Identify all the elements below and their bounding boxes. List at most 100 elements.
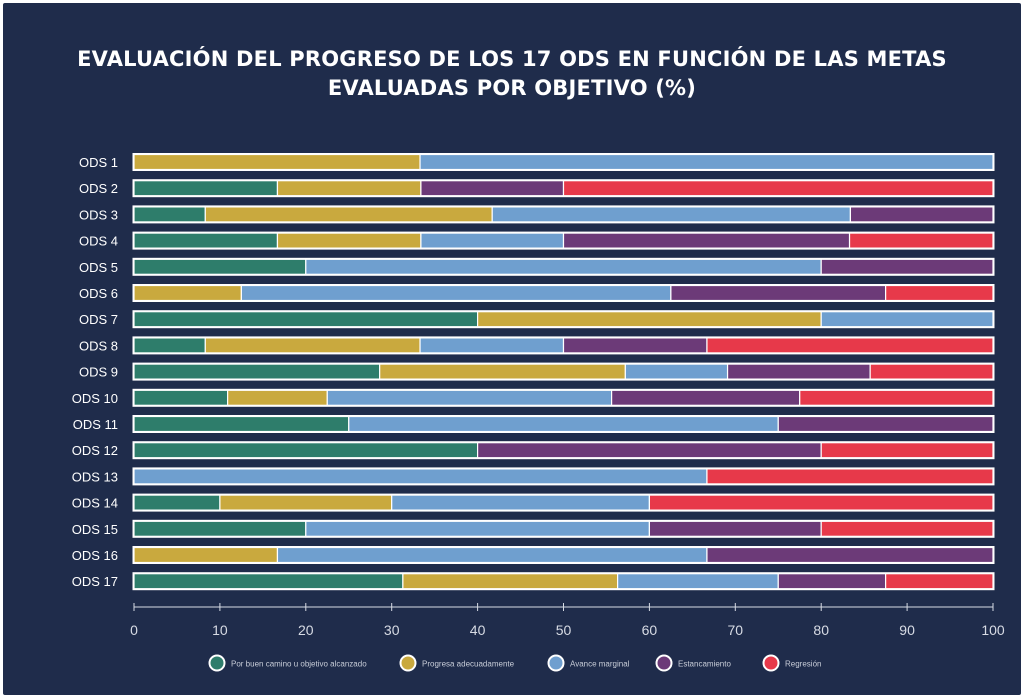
bar-segment-ods-2-s2 xyxy=(276,180,422,197)
y-tick-label: ODS 13 xyxy=(72,469,118,484)
x-tick-label: 20 xyxy=(298,622,314,638)
bar-segment-ods-12-s1 xyxy=(133,442,479,459)
y-tick-label: ODS 17 xyxy=(72,574,118,589)
bar-segment-ods-8-s1 xyxy=(133,337,206,354)
bar-segment-ods-15-s3 xyxy=(305,520,650,537)
y-tick-label: ODS 12 xyxy=(72,443,118,458)
bar-segment-ods-13-s3 xyxy=(133,468,708,485)
y-tick-label: ODS 3 xyxy=(79,207,118,222)
bar-segment-ods-12-s4 xyxy=(477,442,822,459)
bar-segment-ods-3-s4 xyxy=(849,206,994,223)
x-tick-label: 90 xyxy=(899,622,915,638)
y-tick-label: ODS 14 xyxy=(72,496,118,511)
x-tick-label: 100 xyxy=(981,622,1005,638)
chart-panel: EVALUACIÓN DEL PROGRESO DE LOS 17 ODS EN… xyxy=(3,3,1021,695)
bar-segment-ods-4-s2 xyxy=(276,232,422,249)
x-tick-label: 30 xyxy=(384,622,400,638)
bar-segment-ods-7-s2 xyxy=(477,311,822,328)
legend-swatch xyxy=(399,654,417,672)
legend-label: Regresión xyxy=(785,660,821,669)
legend-swatch xyxy=(208,654,226,672)
y-tick-label: ODS 5 xyxy=(79,260,118,275)
bar-segment-ods-17-s4 xyxy=(777,573,887,590)
bar-segment-ods-9-s3 xyxy=(624,363,729,380)
bar-segment-ods-11-s4 xyxy=(777,415,994,433)
bar-segment-ods-9-s4 xyxy=(726,363,871,380)
bar-segment-ods-6-s3 xyxy=(240,284,672,302)
bar-segment-ods-15-s4 xyxy=(648,520,822,537)
bar-segment-ods-17-s5 xyxy=(885,573,994,590)
bar-segment-ods-7-s1 xyxy=(133,311,479,328)
bar-segment-ods-2-s5 xyxy=(562,180,994,197)
legend-label: Progresa adecuadamente xyxy=(422,660,515,669)
bar-segment-ods-9-s5 xyxy=(869,363,994,380)
bar-segment-ods-11-s3 xyxy=(348,415,779,433)
x-tick-label: 60 xyxy=(642,622,658,638)
x-tick-label: 40 xyxy=(470,622,486,638)
bar-segment-ods-2-s4 xyxy=(420,180,565,197)
bar-segment-ods-17-s3 xyxy=(617,573,779,590)
y-tick-label: ODS 16 xyxy=(72,548,118,563)
bar-segment-ods-16-s3 xyxy=(276,546,708,564)
bar-segment-ods-9-s2 xyxy=(379,363,626,380)
bar-segment-ods-3-s3 xyxy=(491,206,852,223)
bar-segment-ods-17-s1 xyxy=(133,573,404,590)
legend-swatch xyxy=(655,654,673,672)
bar-segment-ods-8-s5 xyxy=(706,337,994,354)
y-tick-label: ODS 2 xyxy=(79,181,118,196)
x-tick-label: 50 xyxy=(556,622,572,638)
bar-segment-ods-10-s4 xyxy=(611,389,801,406)
bar-segment-ods-6-s5 xyxy=(885,284,994,302)
y-tick-label: ODS 6 xyxy=(79,286,118,301)
bar-segment-ods-6-s2 xyxy=(133,284,242,302)
bar-segment-ods-10-s5 xyxy=(799,389,994,406)
chart-title: EVALUACIÓN DEL PROGRESO DE LOS 17 ODS EN… xyxy=(3,45,1021,103)
y-tick-label: ODS 4 xyxy=(79,234,118,249)
bar-segment-ods-5-s4 xyxy=(820,258,994,275)
bar-segment-ods-16-s4 xyxy=(706,546,994,564)
bar-segment-ods-8-s3 xyxy=(419,337,565,354)
bar-segment-ods-14-s5 xyxy=(648,494,994,511)
y-tick-label: ODS 7 xyxy=(79,312,118,327)
y-tick-label: ODS 15 xyxy=(72,522,118,537)
x-tick-label: 80 xyxy=(813,622,829,638)
bar-segment-ods-12-s5 xyxy=(820,442,994,459)
legend-swatch xyxy=(547,654,565,672)
bar-segment-ods-15-s1 xyxy=(133,520,307,537)
stacked-bar-chart: ODS 1 ODS 2 ODS 3 ODS 4 ODS 5 ODS 6 ODS 7 ODS 8… xyxy=(72,153,1005,672)
bar-segment-ods-10-s1 xyxy=(133,389,229,406)
bar-segment-ods-2-s1 xyxy=(133,180,279,197)
bar-segment-ods-10-s2 xyxy=(227,389,328,406)
bar-segment-ods-9-s1 xyxy=(133,363,381,380)
bar-segment-ods-4-s5 xyxy=(848,232,994,249)
bar-segment-ods-11-s1 xyxy=(133,415,350,433)
bar-segment-ods-5-s3 xyxy=(305,258,822,275)
legend-label: Estancamiento xyxy=(678,660,731,669)
x-tick-label: 0 xyxy=(130,622,138,638)
bar-segment-ods-4-s4 xyxy=(562,232,851,249)
legend-label: Por buen camino u objetivo alcanzado xyxy=(231,660,367,669)
y-tick-label: ODS 10 xyxy=(72,391,118,406)
legend-label: Avance marginal xyxy=(570,660,630,669)
bar-segment-ods-4-s3 xyxy=(420,232,565,249)
legend-swatch xyxy=(762,654,780,672)
bar-segment-ods-3-s2 xyxy=(204,206,493,223)
y-tick-label: ODS 1 xyxy=(79,155,118,170)
y-tick-label: ODS 8 xyxy=(79,338,118,353)
bar-segment-ods-13-s5 xyxy=(706,468,994,485)
bar-segment-ods-6-s4 xyxy=(670,284,887,302)
chart-title-line-2: EVALUADAS POR OBJETIVO (%) xyxy=(327,76,697,100)
bar-segment-ods-4-s1 xyxy=(133,232,279,249)
bar-segment-ods-8-s4 xyxy=(562,337,708,354)
bar-segment-ods-14-s3 xyxy=(391,494,651,511)
bar-segment-ods-1-s2 xyxy=(133,153,421,171)
chart-title-line-1: EVALUACIÓN DEL PROGRESO DE LOS 17 ODS EN… xyxy=(77,47,947,71)
bar-segment-ods-7-s3 xyxy=(820,311,994,328)
bar-segment-ods-5-s1 xyxy=(133,258,307,275)
x-tick-label: 70 xyxy=(728,622,744,638)
bar-segment-ods-14-s2 xyxy=(219,494,393,511)
y-tick-label: ODS 11 xyxy=(73,417,118,432)
bar-segment-ods-1-s3 xyxy=(419,153,994,171)
x-tick-label: 10 xyxy=(212,622,228,638)
bar-segment-ods-10-s3 xyxy=(326,389,613,406)
